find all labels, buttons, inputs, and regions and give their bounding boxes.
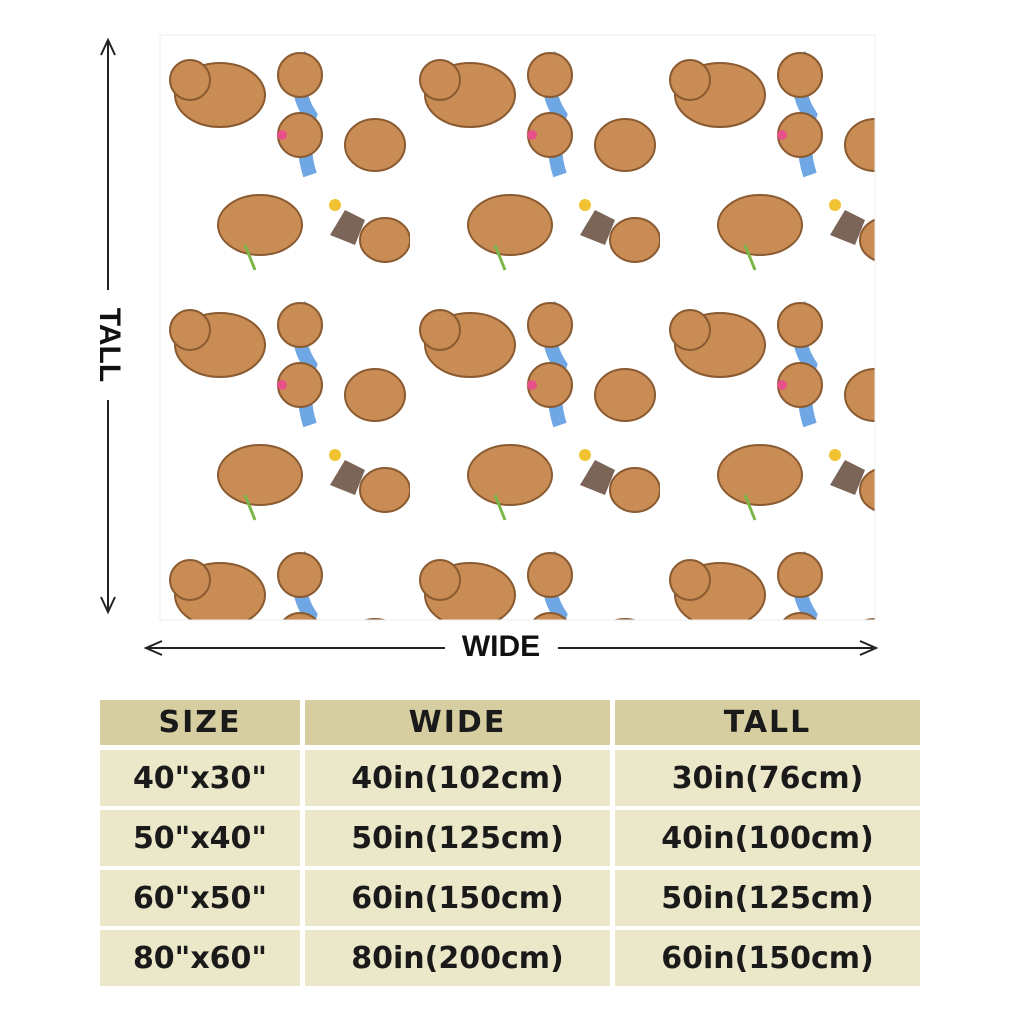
table-cell: 30in(76cm) [615,750,920,806]
table-header-cell: WIDE [305,700,610,745]
table-header-cell: SIZE [100,700,300,745]
arrow-head [100,37,116,56]
table-header-cell: TALL [615,700,920,745]
table-cell: 80in(200cm) [305,930,610,986]
arrow-head [100,596,116,615]
table-cell: 50"x40" [100,810,300,866]
table-cell: 60"x50" [100,870,300,926]
arrow-head [143,640,163,656]
table-cell: 80"x60" [100,930,300,986]
table-cell: 40in(102cm) [305,750,610,806]
table-cell: 40in(100cm) [615,810,920,866]
table-cell: 40"x30" [100,750,300,806]
table-cell: 50in(125cm) [305,810,610,866]
table-cell: 60in(150cm) [615,930,920,986]
arrow-head [859,640,879,656]
blanket [159,34,876,621]
table-cell: 50in(125cm) [615,870,920,926]
table-cell: 60in(150cm) [305,870,610,926]
wide-label: WIDE [462,630,540,663]
tall-label: TALL [93,308,126,382]
